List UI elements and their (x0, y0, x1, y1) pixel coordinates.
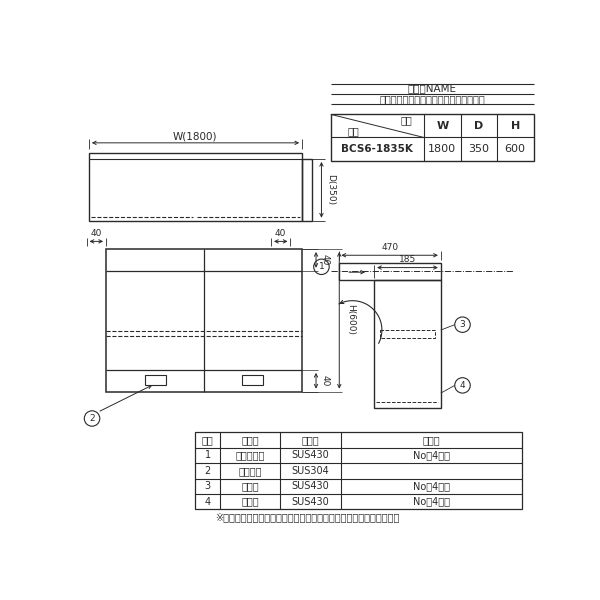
Text: 350: 350 (468, 144, 489, 154)
Text: プリームシリーズ　吹戸棚　ケンドン戸: プリームシリーズ 吹戸棚 ケンドン戸 (379, 94, 485, 104)
Text: 1800: 1800 (428, 144, 457, 154)
Text: 自在棚: 自在棚 (241, 481, 259, 491)
Text: 引戸取手: 引戸取手 (238, 466, 262, 476)
Bar (374, 280, 441, 409)
Bar (106, 249, 302, 392)
Text: 部番: 部番 (202, 435, 214, 445)
Bar (242, 376, 263, 385)
Text: D: D (474, 121, 484, 131)
Text: SUS430: SUS430 (292, 451, 329, 460)
Bar (302, 159, 312, 221)
Text: 品　名: 品 名 (241, 435, 259, 445)
Text: 1: 1 (319, 262, 325, 271)
Text: 40: 40 (321, 254, 330, 266)
Text: 600: 600 (505, 144, 526, 154)
Bar (380, 330, 434, 338)
Text: 40: 40 (91, 229, 103, 238)
Text: 品　名NAME: 品 名NAME (408, 83, 457, 93)
Text: SUS304: SUS304 (292, 466, 329, 476)
Text: 4: 4 (460, 381, 466, 390)
Bar (195, 433, 522, 509)
Text: W: W (436, 121, 448, 131)
Text: ※　改善の為、仕様及び外観を予告なしに変更することがあります。: ※ 改善の為、仕様及び外観を予告なしに変更することがあります。 (215, 512, 400, 522)
Text: H: H (511, 121, 520, 131)
Text: H(600): H(600) (346, 304, 355, 335)
Text: 3: 3 (460, 320, 466, 329)
Text: No．4仕上: No．4仕上 (413, 451, 450, 460)
Text: 40: 40 (321, 375, 330, 386)
Text: W(1800): W(1800) (173, 131, 217, 142)
Text: 備　考: 備 考 (422, 435, 440, 445)
Text: 寸法: 寸法 (401, 116, 412, 125)
Text: 2: 2 (205, 466, 211, 476)
Text: ケンドン戸: ケンドン戸 (235, 451, 265, 460)
Text: 材　貪: 材 貪 (302, 435, 319, 445)
Text: 型式: 型式 (348, 126, 359, 136)
Bar (89, 153, 302, 221)
Text: 4: 4 (205, 497, 211, 506)
Text: SUS430: SUS430 (292, 481, 329, 491)
Bar (338, 263, 441, 280)
Text: SUS430: SUS430 (292, 497, 329, 506)
Text: No．4仕上: No．4仕上 (413, 481, 450, 491)
Text: 本　体: 本 体 (241, 497, 259, 506)
Text: 470: 470 (381, 243, 398, 252)
Text: 2: 2 (89, 414, 95, 423)
Bar (331, 115, 534, 161)
Text: D(350): D(350) (326, 174, 335, 205)
Text: 3: 3 (205, 481, 211, 491)
Text: 185: 185 (399, 256, 416, 265)
Bar (145, 376, 166, 385)
Text: 1: 1 (205, 451, 211, 460)
Text: BCS6-1835K: BCS6-1835K (341, 144, 413, 154)
Text: No．4仕上: No．4仕上 (413, 497, 450, 506)
Text: 40: 40 (275, 229, 286, 238)
